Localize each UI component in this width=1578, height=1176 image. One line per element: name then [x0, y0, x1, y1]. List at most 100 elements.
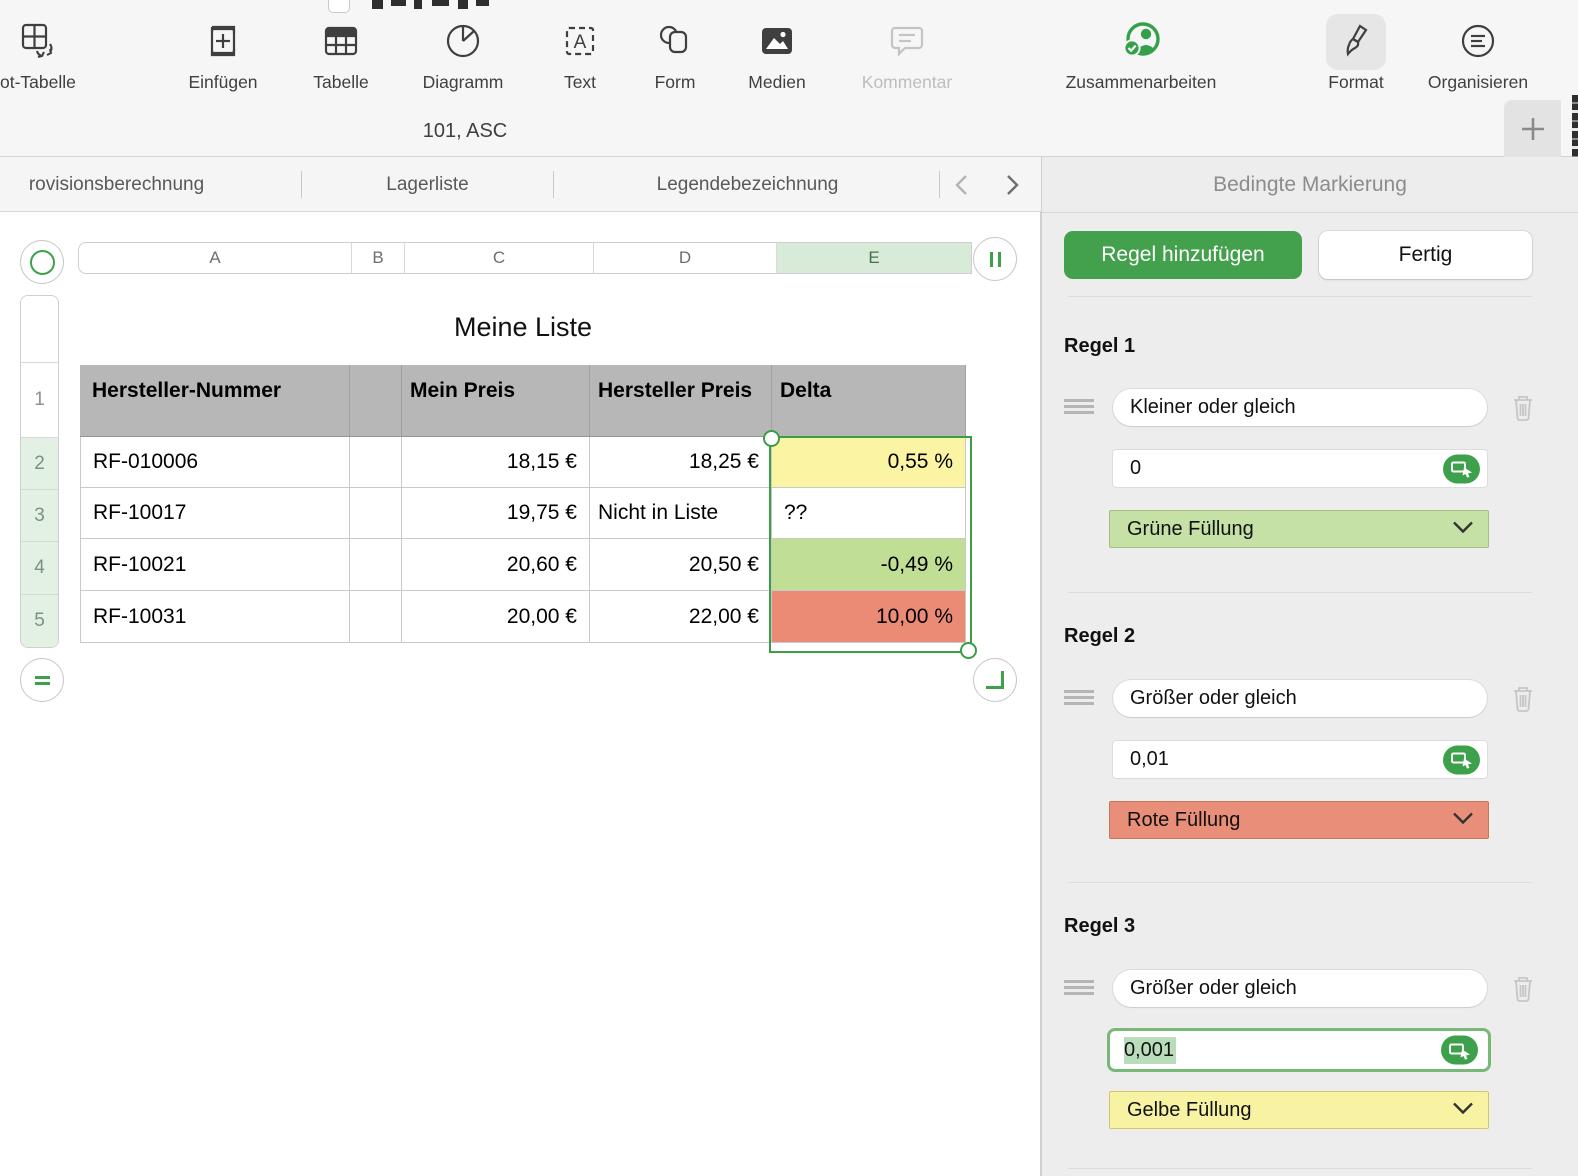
rule-2-delete-button[interactable] — [1510, 684, 1536, 712]
chevron-left-icon — [955, 175, 967, 195]
panel-divider — [1068, 1168, 1532, 1169]
cell-b3[interactable] — [350, 488, 402, 539]
toolbar-item-table[interactable]: Tabelle — [266, 12, 416, 108]
selection-handle-bottom-right[interactable] — [960, 642, 977, 659]
tabs-scroll-right-button[interactable] — [996, 169, 1028, 201]
header-cell-delta[interactable]: Delta — [772, 365, 966, 437]
table-row: RF-10031 20,00 € 22,00 € 10,00 % — [80, 591, 966, 643]
cell-e2-delta[interactable]: 0,55 % — [772, 437, 966, 488]
rule-2-fill-style-select[interactable]: Rote Füllung — [1109, 801, 1489, 839]
panel-divider — [1068, 592, 1532, 593]
rule-3-fill-style-select[interactable]: Gelbe Füllung — [1109, 1091, 1489, 1129]
cell-a3[interactable]: RF-10017 — [80, 488, 350, 539]
row-header-5[interactable]: 5 — [21, 595, 58, 647]
cell-b4[interactable] — [350, 539, 402, 591]
rule-3-delete-button[interactable] — [1510, 974, 1536, 1002]
rule-2-drag-handle[interactable] — [1064, 690, 1094, 708]
rule-3-drag-handle[interactable] — [1064, 980, 1094, 998]
row-header-1[interactable]: 1 — [21, 363, 58, 438]
toolbar-item-label: Organisieren — [1427, 72, 1529, 92]
toolbar-item-format[interactable]: Format — [1281, 12, 1431, 108]
toolbar-item-shape[interactable]: Form — [600, 12, 750, 108]
rule-3-condition-dropdown[interactable]: Größer oder gleich — [1113, 970, 1487, 1007]
sheet-tab-legendebezeichnung[interactable]: Legendebezeichnung — [585, 157, 910, 212]
rule-1-drag-handle[interactable] — [1064, 399, 1094, 417]
cell-a5[interactable]: RF-10031 — [80, 591, 350, 643]
cell-reference-button[interactable] — [1443, 745, 1480, 774]
cell-d5[interactable]: 22,00 € — [590, 591, 772, 643]
header-cell-b[interactable] — [350, 365, 402, 437]
toolbar-item-chart[interactable]: Diagramm — [388, 12, 538, 108]
sheet-tab-label: Lagerliste — [386, 173, 469, 195]
table-title[interactable]: Meine Liste — [453, 312, 593, 342]
toolbar-item-media[interactable]: Medien — [702, 12, 852, 108]
equals-bars-icon — [34, 673, 50, 688]
column-header-c[interactable]: C — [405, 243, 594, 273]
cell-d3[interactable]: Nicht in Liste — [590, 488, 772, 539]
toolbar-item-organize[interactable]: Organisieren — [1403, 12, 1553, 108]
table-row: RF-10017 19,75 € Nicht in Liste ?? — [80, 488, 966, 539]
title-text-fragment — [391, 0, 406, 6]
column-options-handle[interactable] — [973, 237, 1017, 281]
tabs-scroll-left-button[interactable] — [946, 169, 978, 201]
done-button[interactable]: Fertig — [1319, 231, 1532, 279]
rule-3-value-field-focused[interactable]: 0,001 — [1107, 1028, 1491, 1072]
row-header-2[interactable]: 2 — [21, 438, 58, 490]
rule-1-condition-dropdown[interactable]: Kleiner oder gleich — [1113, 389, 1487, 426]
cell-e3-delta[interactable]: ?? — [772, 488, 966, 539]
column-header-b[interactable]: B — [352, 243, 405, 273]
header-cell-hersteller-preis[interactable]: Hersteller Preis — [590, 365, 772, 437]
trash-icon — [1514, 687, 1532, 712]
rule-1-value-field[interactable]: 0 — [1113, 450, 1487, 487]
column-header-a[interactable]: A — [79, 243, 352, 273]
cell-b5[interactable] — [350, 591, 402, 643]
cell-reference-icon — [1448, 1043, 1470, 1059]
cell-c2[interactable]: 18,15 € — [402, 437, 590, 488]
cell-a4[interactable]: RF-10021 — [80, 539, 350, 591]
tab-divider — [301, 171, 302, 198]
rule-1-fill-style-select[interactable]: Grüne Füllung — [1109, 510, 1489, 548]
toolbar-item-label: Text — [563, 72, 597, 92]
table-select-handle[interactable] — [20, 240, 64, 284]
row-header-4[interactable]: 4 — [21, 542, 58, 595]
cell-c3[interactable]: 19,75 € — [402, 488, 590, 539]
rule-2-condition-dropdown[interactable]: Größer oder gleich — [1113, 680, 1487, 717]
sheet-tab-provisionsberechnung[interactable]: rovisionsberechnung — [0, 157, 233, 212]
column-header-e-selected[interactable]: E — [777, 243, 971, 273]
header-cell-mein-preis[interactable]: Mein Preis — [402, 365, 590, 437]
cell-a2[interactable]: RF-010006 — [80, 437, 350, 488]
cell-c4[interactable]: 20,60 € — [402, 539, 590, 591]
toolbar-item-comment: Kommentar — [817, 12, 997, 108]
row-header-3[interactable]: 3 — [21, 490, 58, 542]
add-row-handle[interactable] — [20, 658, 64, 702]
column-header-d[interactable]: D — [594, 243, 777, 273]
rule-2-value-field[interactable]: 0,01 — [1113, 741, 1487, 778]
formula-bar-value[interactable]: 101, ASC — [422, 120, 508, 142]
toolbar-item-pivot-table[interactable]: ot-Tabelle — [0, 12, 104, 108]
cell-d4[interactable]: 20,50 € — [590, 539, 772, 591]
toolbar-item-collaborate[interactable]: Zusammenarbeiten — [1041, 12, 1241, 108]
sheet-tab-label: Legendebezeichnung — [656, 173, 839, 195]
rule-1-delete-button[interactable] — [1510, 393, 1536, 421]
table-resize-handle[interactable] — [973, 658, 1017, 702]
media-image-icon — [754, 18, 800, 64]
sheet-tab-lagerliste[interactable]: Lagerliste — [330, 157, 525, 212]
fill-style-label: Gelbe Füllung — [1127, 1098, 1252, 1121]
cell-c5[interactable]: 20,00 € — [402, 591, 590, 643]
cell-b2[interactable] — [350, 437, 402, 488]
sheet-tab-label: rovisionsberechnung — [28, 173, 205, 195]
cell-reference-button[interactable] — [1443, 454, 1480, 483]
toolbar: ot-Tabelle Einfügen — [0, 0, 1578, 157]
toolbar-item-text[interactable]: A Text — [505, 12, 655, 108]
header-cell-hersteller-nummer[interactable]: Hersteller-Nummer — [80, 365, 350, 437]
cell-e4-delta[interactable]: -0,49 % — [772, 539, 966, 591]
cell-reference-button[interactable] — [1441, 1035, 1478, 1065]
selection-handle-top-left[interactable] — [763, 430, 780, 447]
add-sheet-button[interactable] — [1504, 100, 1561, 157]
cell-e5-delta[interactable]: 10,00 % — [772, 591, 966, 643]
add-rule-button[interactable]: Regel hinzufügen — [1064, 231, 1302, 279]
toolbar-item-insert[interactable]: Einfügen — [148, 12, 298, 108]
cell-d2[interactable]: 18,25 € — [590, 437, 772, 488]
sheet-tab-bar: rovisionsberechnung Lagerliste Legendebe… — [0, 157, 1041, 212]
row-header-cap[interactable] — [21, 296, 58, 363]
